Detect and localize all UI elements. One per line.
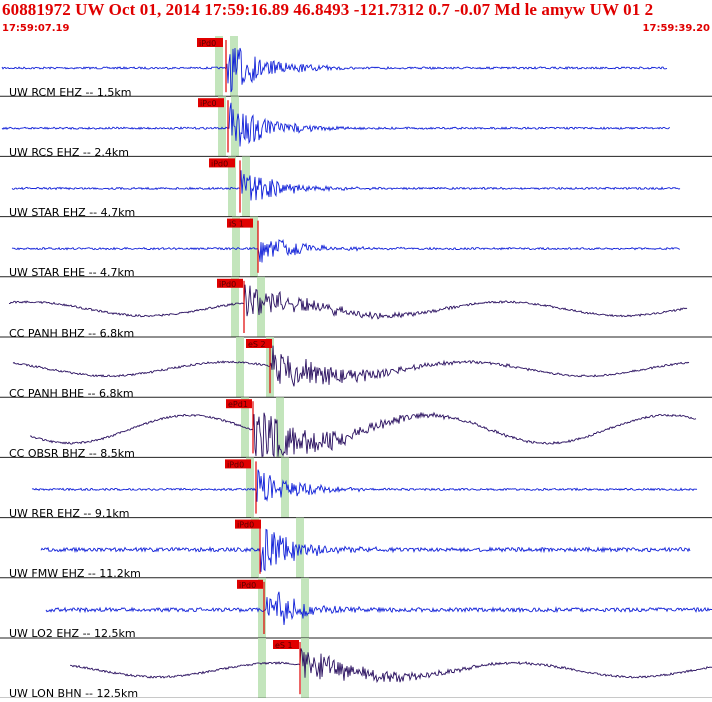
waveform-trace bbox=[29, 411, 697, 458]
channel-label: UW STAR EHE -- 4.7km bbox=[9, 266, 135, 279]
end-time: 17:59:39.20 bbox=[642, 23, 710, 34]
pick-label: iPd0 bbox=[227, 460, 244, 469]
channel-label: UW LON BHN -- 12.5km bbox=[9, 687, 139, 700]
p-window bbox=[232, 216, 240, 277]
channel-label: UW FMW EHZ -- 11.2km bbox=[9, 567, 141, 580]
s-window bbox=[281, 457, 289, 518]
p-window bbox=[215, 36, 223, 97]
p-window bbox=[231, 276, 239, 337]
waveform-trace bbox=[1, 102, 671, 147]
s-window bbox=[276, 397, 284, 458]
waveform-trace bbox=[31, 469, 698, 502]
s-window bbox=[250, 216, 258, 277]
pick-label: eS 2 bbox=[248, 340, 266, 349]
waveform-trace bbox=[40, 528, 691, 572]
waveform-trace bbox=[45, 591, 712, 626]
pick-label: iPd0 bbox=[199, 39, 216, 48]
pick-label: iPc0 bbox=[200, 99, 217, 108]
channel-label: CC PANH BHE -- 6.8km bbox=[9, 387, 134, 400]
waveform-trace bbox=[1, 47, 668, 93]
pick-label: iS 1 bbox=[229, 220, 244, 229]
pick-label: iPd0 bbox=[219, 280, 236, 289]
channel-label: UW STAR EHZ -- 4.7km bbox=[9, 206, 136, 219]
channel-label: UW RER EHZ -- 9.1km bbox=[9, 507, 130, 520]
pick-marker bbox=[227, 218, 253, 228]
waveform-trace bbox=[11, 238, 681, 263]
pick-label: iPd0 bbox=[239, 581, 256, 590]
p-window bbox=[258, 638, 266, 699]
start-time: 17:59:07.19 bbox=[2, 23, 70, 34]
channel-label: CC OBSR BHZ -- 8.5km bbox=[9, 447, 135, 460]
channel-label: UW RCS EHZ -- 2.4km bbox=[9, 146, 129, 159]
pick-marker bbox=[217, 278, 243, 288]
p-window bbox=[228, 156, 236, 217]
pick-label: iPd0 bbox=[237, 521, 254, 530]
waveform-trace bbox=[8, 284, 688, 320]
s-window bbox=[301, 577, 309, 638]
waveform-trace bbox=[11, 170, 681, 201]
pick-marker bbox=[273, 640, 299, 649]
pick-marker bbox=[225, 459, 251, 469]
seismogram-panel[interactable]: iPd0 iPc0 iPd0 iS 1 iPd0 eS 2 ePd1 iPd0 iPd0 iPd0… bbox=[0, 36, 712, 700]
p-window bbox=[251, 517, 259, 578]
waveform-trace bbox=[12, 345, 690, 387]
pick-marker bbox=[198, 98, 224, 108]
channel-label: UW RCM EHZ -- 1.5km bbox=[9, 86, 132, 99]
pick-label: iPd0 bbox=[211, 159, 228, 168]
pick-marker bbox=[246, 339, 272, 348]
header: 60881972 UW Oct 01, 2014 17:59:16.89 46.… bbox=[0, 0, 712, 36]
pick-label: eS 1 bbox=[275, 641, 293, 650]
pick-marker bbox=[197, 38, 223, 47]
pick-marker bbox=[235, 519, 261, 529]
p-window bbox=[246, 457, 254, 518]
p-window bbox=[258, 577, 266, 638]
waveform-trace bbox=[70, 648, 712, 684]
channel-label: CC PANH BHZ -- 6.8km bbox=[9, 327, 135, 340]
pick-marker bbox=[237, 579, 263, 589]
pick-marker bbox=[209, 158, 235, 168]
p-window bbox=[218, 96, 226, 157]
p-window bbox=[236, 337, 244, 398]
channel-label: UW LO2 EHZ -- 12.5km bbox=[9, 627, 136, 640]
seismogram-svg[interactable]: iPd0 iPc0 iPd0 iS 1 iPd0 eS 2 ePd1 iPd0 iPd0 iPd0… bbox=[0, 36, 712, 699]
pick-label: ePd1 bbox=[228, 400, 248, 409]
pick-marker bbox=[226, 399, 252, 409]
event-title: 60881972 UW Oct 01, 2014 17:59:16.89 46.… bbox=[2, 0, 654, 19]
